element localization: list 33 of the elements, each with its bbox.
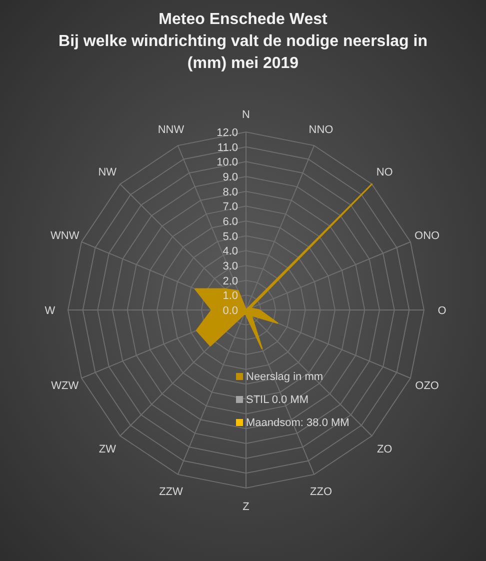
y-tick-label: 0.0	[222, 305, 238, 317]
spoke-label: W	[44, 305, 56, 317]
y-tick-label: 5.0	[222, 230, 238, 243]
spoke-label: ZW	[98, 444, 117, 456]
y-tick-label: 12.0	[216, 127, 238, 139]
spoke-label: ZO	[376, 444, 393, 456]
spoke-label: O	[438, 305, 447, 317]
legend-label: STIL 0.0 MM	[246, 394, 309, 406]
y-tick-label: 11.0	[217, 142, 238, 154]
spoke-label: ZZW	[159, 486, 184, 498]
spoke-label: NO	[376, 166, 394, 178]
spoke-label: Z	[242, 501, 250, 513]
spoke-label: NNO	[308, 124, 334, 136]
legend-label: Maandsom: 38.0 MM	[246, 417, 350, 429]
spoke-label: NW	[98, 166, 118, 178]
spoke-label: ONO	[414, 230, 440, 242]
y-tick-label: 3.0	[222, 260, 238, 272]
y-tick-label: 10.0	[216, 156, 238, 169]
y-tick-label: 2.0	[222, 275, 238, 288]
spoke-label: N	[242, 109, 250, 121]
spoke-label: WNW	[50, 230, 80, 242]
spoke-label: OZO	[415, 380, 440, 392]
y-tick-label: 7.0	[222, 201, 238, 214]
y-tick-label: 1.0	[222, 290, 238, 302]
y-tick-label: 9.0	[222, 172, 238, 184]
text: Meteo Enschede West Bij welke windrichting valt de nodige neerslag in (mm) mei 2019	[58, 11, 428, 72]
spoke-label: WZW	[51, 380, 80, 392]
y-tick-label: 8.0	[222, 186, 238, 198]
spoke-label: NNW	[158, 124, 185, 136]
y-tick-label: 6.0	[222, 216, 238, 228]
y-tick-label: 4.0	[222, 246, 238, 258]
spoke-label: ZZO	[310, 486, 332, 498]
legend-label: Neerslag in mm	[246, 371, 324, 383]
